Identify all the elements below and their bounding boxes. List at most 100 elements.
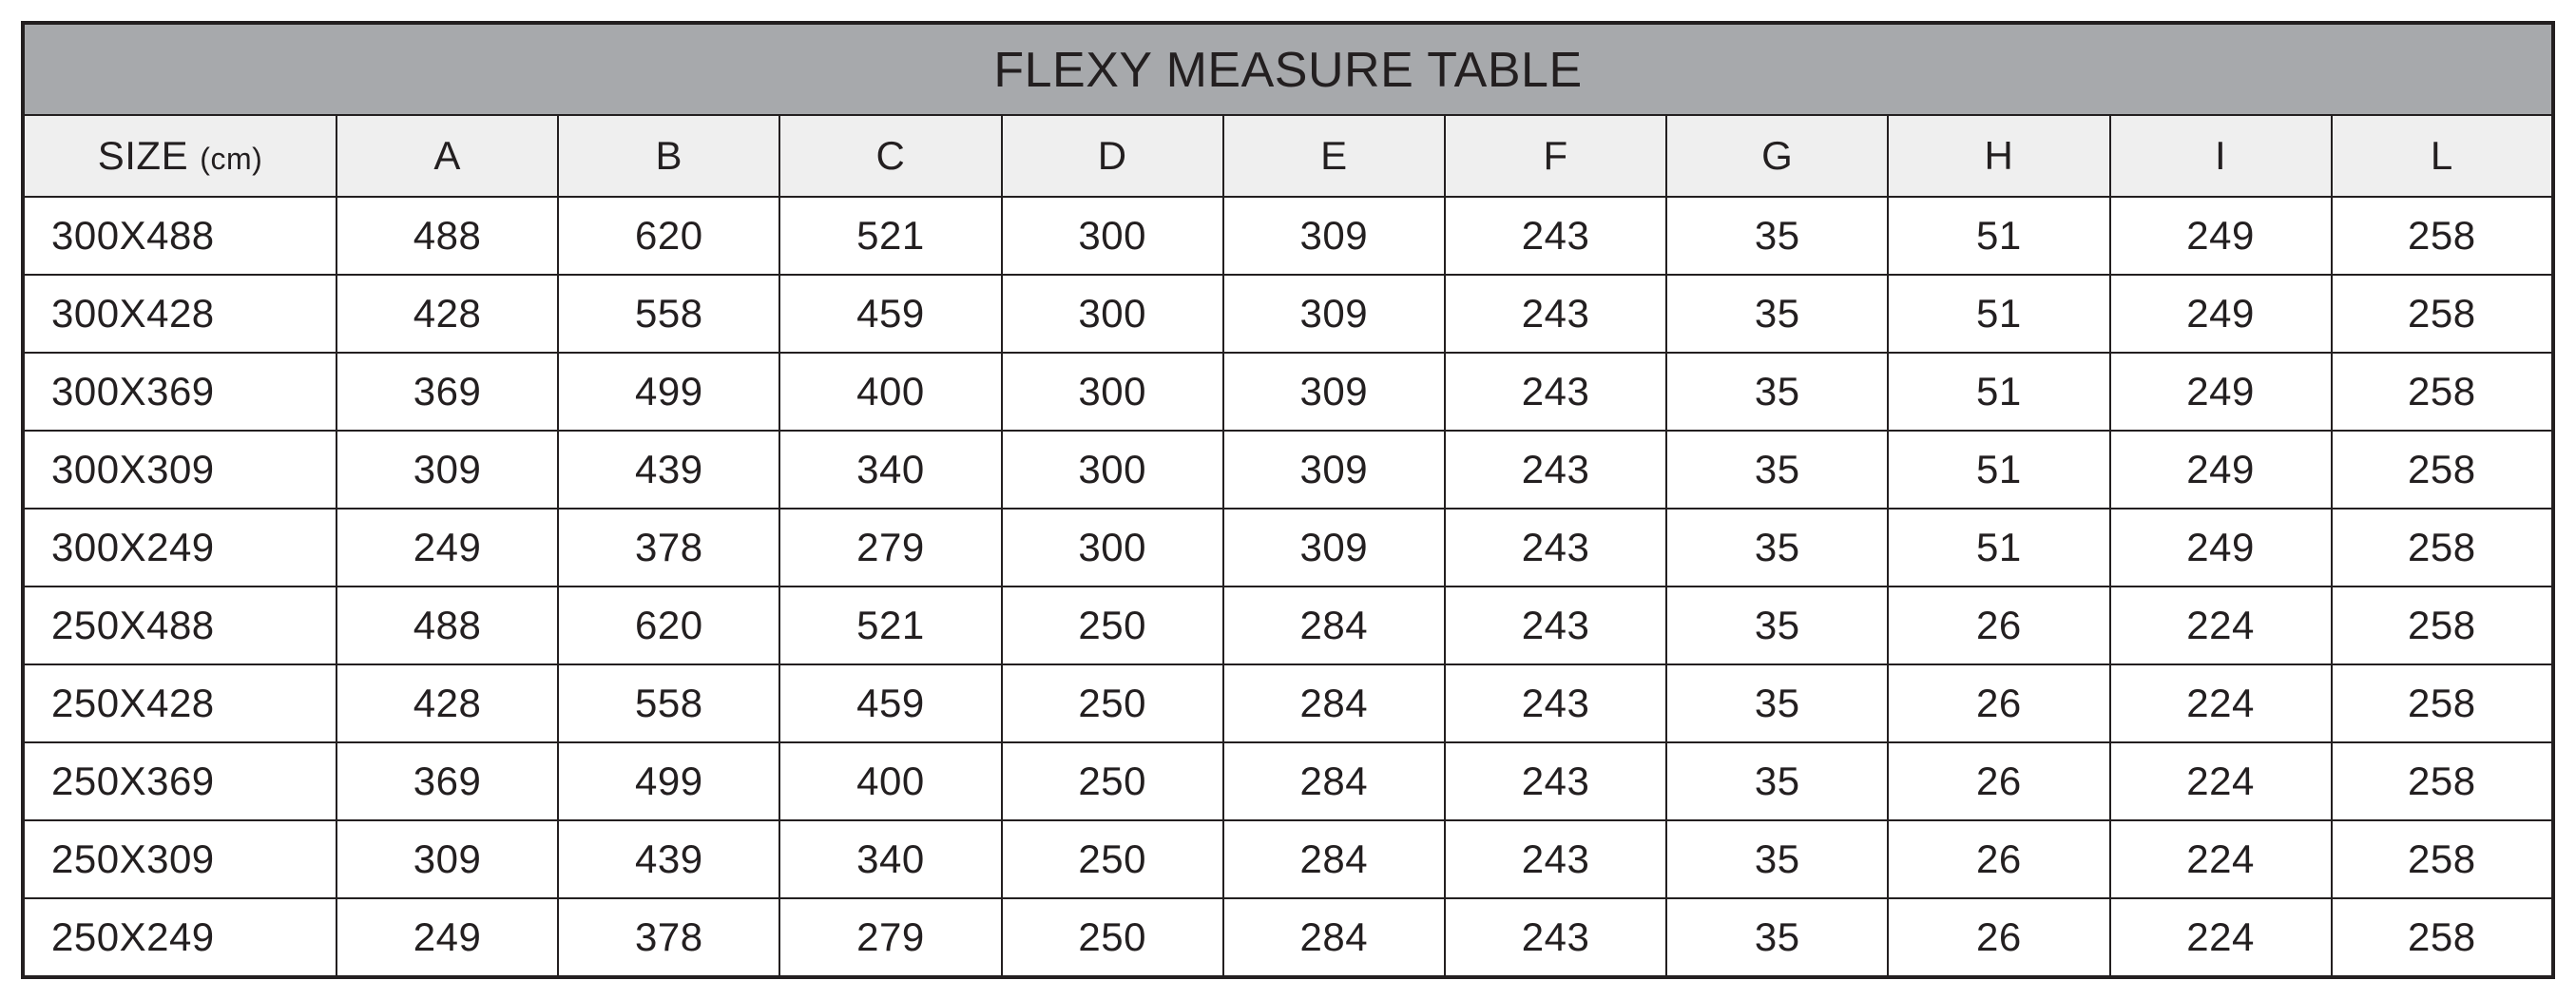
cell-value: 243 <box>1445 587 1666 664</box>
cell-size: 300X488 <box>23 197 336 275</box>
cell-value: 439 <box>558 431 779 509</box>
cell-value: 309 <box>1223 275 1445 353</box>
cell-value: 300 <box>1002 431 1223 509</box>
cell-value: 243 <box>1445 509 1666 587</box>
cell-value: 258 <box>2332 898 2553 977</box>
cell-value: 400 <box>779 742 1001 820</box>
header-size-label: SIZE <box>98 133 188 178</box>
cell-value: 26 <box>1888 587 2109 664</box>
cell-value: 249 <box>2110 431 2332 509</box>
cell-value: 35 <box>1666 820 1888 898</box>
cell-value: 300 <box>1002 353 1223 431</box>
cell-value: 250 <box>1002 742 1223 820</box>
cell-value: 250 <box>1002 664 1223 742</box>
cell-value: 243 <box>1445 353 1666 431</box>
cell-value: 258 <box>2332 587 2553 664</box>
table-row: 300X4284285584593003092433551249258 <box>23 275 2553 353</box>
table-row: 250X2492493782792502842433526224258 <box>23 898 2553 977</box>
cell-size: 250X428 <box>23 664 336 742</box>
table-row: 300X3093094393403003092433551249258 <box>23 431 2553 509</box>
cell-value: 243 <box>1445 197 1666 275</box>
cell-value: 51 <box>1888 353 2109 431</box>
table-row: 250X3093094393402502842433526224258 <box>23 820 2553 898</box>
table-row: 300X4884886205213003092433551249258 <box>23 197 2553 275</box>
cell-value: 249 <box>2110 353 2332 431</box>
header-row: SIZE (cm) A B C D E F G H I L <box>23 115 2553 197</box>
cell-value: 378 <box>558 898 779 977</box>
header-col-l: L <box>2332 115 2553 197</box>
header-col-a: A <box>336 115 558 197</box>
cell-value: 499 <box>558 742 779 820</box>
cell-value: 51 <box>1888 197 2109 275</box>
cell-value: 459 <box>779 664 1001 742</box>
cell-size: 250X488 <box>23 587 336 664</box>
cell-size: 300X249 <box>23 509 336 587</box>
cell-value: 258 <box>2332 353 2553 431</box>
cell-value: 284 <box>1223 898 1445 977</box>
header-col-f: F <box>1445 115 1666 197</box>
table-row: 250X4884886205212502842433526224258 <box>23 587 2553 664</box>
cell-value: 249 <box>336 898 558 977</box>
cell-value: 224 <box>2110 820 2332 898</box>
table-row: 300X2492493782793003092433551249258 <box>23 509 2553 587</box>
cell-value: 369 <box>336 742 558 820</box>
cell-size: 300X309 <box>23 431 336 509</box>
cell-size: 250X309 <box>23 820 336 898</box>
table-row: 300X3693694994003003092433551249258 <box>23 353 2553 431</box>
cell-value: 35 <box>1666 664 1888 742</box>
cell-value: 35 <box>1666 587 1888 664</box>
cell-value: 300 <box>1002 197 1223 275</box>
cell-value: 309 <box>1223 509 1445 587</box>
table-row: 250X4284285584592502842433526224258 <box>23 664 2553 742</box>
cell-value: 340 <box>779 431 1001 509</box>
cell-value: 243 <box>1445 275 1666 353</box>
cell-value: 309 <box>1223 353 1445 431</box>
cell-value: 249 <box>2110 275 2332 353</box>
cell-size: 250X249 <box>23 898 336 977</box>
cell-value: 521 <box>779 587 1001 664</box>
cell-value: 243 <box>1445 664 1666 742</box>
cell-value: 558 <box>558 275 779 353</box>
cell-value: 224 <box>2110 664 2332 742</box>
cell-value: 558 <box>558 664 779 742</box>
cell-value: 243 <box>1445 820 1666 898</box>
cell-value: 620 <box>558 197 779 275</box>
cell-value: 309 <box>336 820 558 898</box>
cell-value: 279 <box>779 898 1001 977</box>
cell-value: 400 <box>779 353 1001 431</box>
header-col-i: I <box>2110 115 2332 197</box>
header-col-b: B <box>558 115 779 197</box>
cell-value: 35 <box>1666 197 1888 275</box>
cell-value: 250 <box>1002 898 1223 977</box>
cell-value: 26 <box>1888 898 2109 977</box>
table-title: FLEXY MEASURE TABLE <box>23 23 2553 115</box>
cell-value: 243 <box>1445 431 1666 509</box>
header-size-unit: (cm) <box>200 142 262 176</box>
cell-value: 51 <box>1888 275 2109 353</box>
cell-value: 300 <box>1002 509 1223 587</box>
cell-value: 284 <box>1223 820 1445 898</box>
cell-value: 243 <box>1445 898 1666 977</box>
cell-size: 300X428 <box>23 275 336 353</box>
cell-value: 224 <box>2110 742 2332 820</box>
table-body: 300X4884886205213003092433551249258300X4… <box>23 197 2553 977</box>
cell-value: 250 <box>1002 587 1223 664</box>
cell-value: 488 <box>336 587 558 664</box>
cell-value: 258 <box>2332 431 2553 509</box>
cell-value: 224 <box>2110 898 2332 977</box>
cell-value: 249 <box>336 509 558 587</box>
cell-value: 258 <box>2332 275 2553 353</box>
cell-value: 284 <box>1223 587 1445 664</box>
cell-value: 309 <box>1223 197 1445 275</box>
cell-value: 35 <box>1666 353 1888 431</box>
cell-value: 258 <box>2332 742 2553 820</box>
header-col-d: D <box>1002 115 1223 197</box>
table-row: 250X3693694994002502842433526224258 <box>23 742 2553 820</box>
cell-value: 428 <box>336 664 558 742</box>
cell-value: 439 <box>558 820 779 898</box>
cell-value: 35 <box>1666 509 1888 587</box>
cell-value: 258 <box>2332 820 2553 898</box>
cell-value: 521 <box>779 197 1001 275</box>
cell-value: 428 <box>336 275 558 353</box>
cell-value: 369 <box>336 353 558 431</box>
